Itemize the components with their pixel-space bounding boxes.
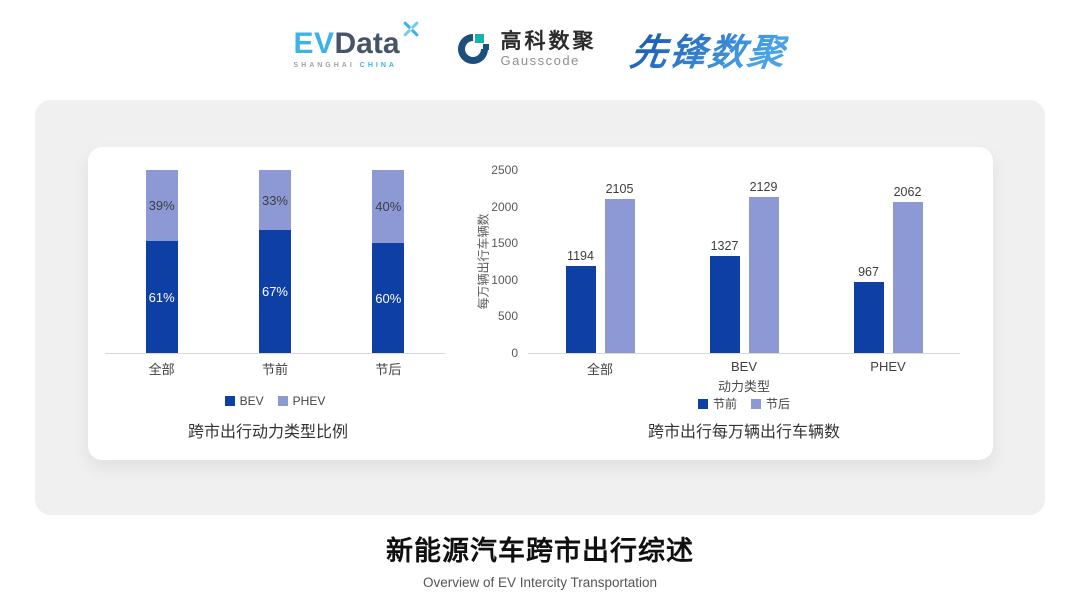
powertrain-share-chart: 39% 61% 33% 67% 40% 60% 全部 节前 节后 BEV PHEV 跨市出行动力… xyxy=(88,147,448,460)
category-label: 节前 xyxy=(261,362,288,377)
y-tick-label: 2000 xyxy=(491,199,518,214)
evdata-x-icon xyxy=(403,21,418,37)
left-category-axis: 全部 节前 节后 xyxy=(105,359,445,378)
right-category-axis: 全部 BEV PHEV xyxy=(528,359,960,378)
page-title: 新能源汽车跨市出行综述 xyxy=(386,536,694,566)
evdata-ev-text: EV xyxy=(293,27,335,60)
grouped-bar-plot-area: 1194 2105 1327 2129 967 2062 xyxy=(528,170,960,353)
segment-value-label: 61% xyxy=(148,289,175,305)
y-tick-label: 0 xyxy=(511,346,518,360)
y-tick-label: 1000 xyxy=(491,272,518,287)
bar-group-PHEV: 967 2062 xyxy=(816,170,960,353)
stacked-bar: 33% 67% xyxy=(258,170,291,353)
segment-value-label: 67% xyxy=(261,284,288,300)
legend-swatch xyxy=(751,398,761,409)
charts-panel: 39% 61% 33% 67% 40% 60% 全部 节前 节后 BEV PHEV 跨市出行动力… xyxy=(35,100,1045,515)
bar-节后: 2129 xyxy=(748,180,779,353)
segment-value-label: 33% xyxy=(261,192,288,208)
left-legend: BEV PHEV xyxy=(105,394,445,408)
right-chart-title: 跨市出行每万辆出行车辆数 xyxy=(647,424,840,441)
bar-value-label: 2129 xyxy=(749,180,778,194)
header-logos: EV Data SHANGHAI CHINA 高科数聚 Gausscode xyxy=(0,16,1080,82)
segment-BEV: 67% xyxy=(258,230,291,353)
footer: 新能源汽车跨市出行综述 Overview of EV Intercity Tra… xyxy=(0,529,1080,590)
y-tick-label: 2500 xyxy=(491,163,518,177)
pioneer-data-logo: 先锋数聚 xyxy=(627,22,791,76)
bar-group-BEV: 1327 2129 xyxy=(672,170,816,353)
right-legend: 节前 节后 xyxy=(528,395,960,412)
evdata-tagline-shanghai: SHANGHAI xyxy=(293,62,355,69)
bar-节前: 967 xyxy=(853,265,884,353)
segment-value-label: 60% xyxy=(375,290,402,306)
left-x-axis-line xyxy=(105,353,445,354)
legend-label: 节前 xyxy=(712,397,737,411)
y-tick-label: 500 xyxy=(497,309,518,324)
segment-BEV: 61% xyxy=(145,241,178,353)
evdata-data-text: Data xyxy=(334,27,400,60)
legend-label: BEV xyxy=(239,394,264,408)
category-label: BEV xyxy=(730,359,757,374)
segment-PHEV: 33% xyxy=(258,170,291,231)
bar-节前: 1194 xyxy=(565,249,596,353)
evdata-wordmark: EV Data xyxy=(293,21,419,60)
segment-PHEV: 40% xyxy=(372,170,405,244)
left-chart-title: 跨市出行动力类型比例 xyxy=(187,424,348,441)
trips-per-10k-chart: 每万辆出行车辆数 0 500 1000 1500 2000 2500 1194 2105 13… xyxy=(448,147,993,460)
legend-swatch xyxy=(277,396,288,406)
bar-value-label: 2062 xyxy=(893,185,922,199)
stacked-bar: 39% 61% xyxy=(145,170,178,353)
category-label: 全部 xyxy=(586,362,613,377)
evdata-logo: EV Data SHANGHAI CHINA xyxy=(293,21,419,69)
bar-value-label: 967 xyxy=(858,265,879,279)
bar-节前: 1327 xyxy=(709,239,740,353)
gausscode-text: 高科数聚 Gausscode xyxy=(500,29,597,68)
bar-节后: 2105 xyxy=(604,182,635,353)
gausscode-g-icon xyxy=(457,34,489,64)
bar-value-label: 2105 xyxy=(605,182,634,196)
right-y-axis-ticks: 0 500 1000 1500 2000 2500 xyxy=(448,163,518,360)
right-x-axis-line xyxy=(528,353,960,354)
gausscode-en-name: Gausscode xyxy=(500,52,580,68)
gausscode-logo: 高科数聚 Gausscode xyxy=(454,30,597,68)
legend-swatch xyxy=(224,396,235,406)
category-label: PHEV xyxy=(870,359,906,374)
segment-BEV: 60% xyxy=(372,243,405,353)
bar-value-label: 1194 xyxy=(567,249,594,263)
legend-item-PHEV: PHEV xyxy=(277,394,326,408)
category-label: 节后 xyxy=(375,362,402,377)
legend-swatch xyxy=(697,398,708,409)
stacked-bar: 40% 60% xyxy=(372,170,405,353)
charts-card: 39% 61% 33% 67% 40% 60% 全部 节前 节后 BEV PHEV 跨市出行动力… xyxy=(88,147,993,460)
gausscode-cn-name: 高科数聚 xyxy=(500,29,597,53)
segment-value-label: 39% xyxy=(148,198,175,214)
category-label: 全部 xyxy=(148,362,175,377)
legend-item-节前: 节前 xyxy=(697,395,737,412)
bar-group-全部: 1194 2105 xyxy=(528,170,672,353)
legend-label: 节后 xyxy=(766,397,791,411)
segment-PHEV: 39% xyxy=(145,170,178,242)
bar-value-label: 1327 xyxy=(710,239,739,253)
page-subtitle: Overview of EV Intercity Transportation xyxy=(422,575,658,590)
stacked-bar-plot-area: 39% 61% 33% 67% 40% 60% xyxy=(105,170,445,353)
evdata-tagline-china: CHINA xyxy=(359,62,397,69)
legend-label: PHEV xyxy=(292,394,326,408)
legend-item-BEV: BEV xyxy=(224,394,264,408)
y-tick-label: 1500 xyxy=(491,236,518,251)
segment-value-label: 40% xyxy=(375,199,402,215)
right-x-axis-label: 动力类型 xyxy=(717,379,770,394)
legend-item-节后: 节后 xyxy=(751,395,790,412)
bar-节后: 2062 xyxy=(892,185,923,353)
evdata-tagline: SHANGHAI CHINA xyxy=(293,62,396,69)
